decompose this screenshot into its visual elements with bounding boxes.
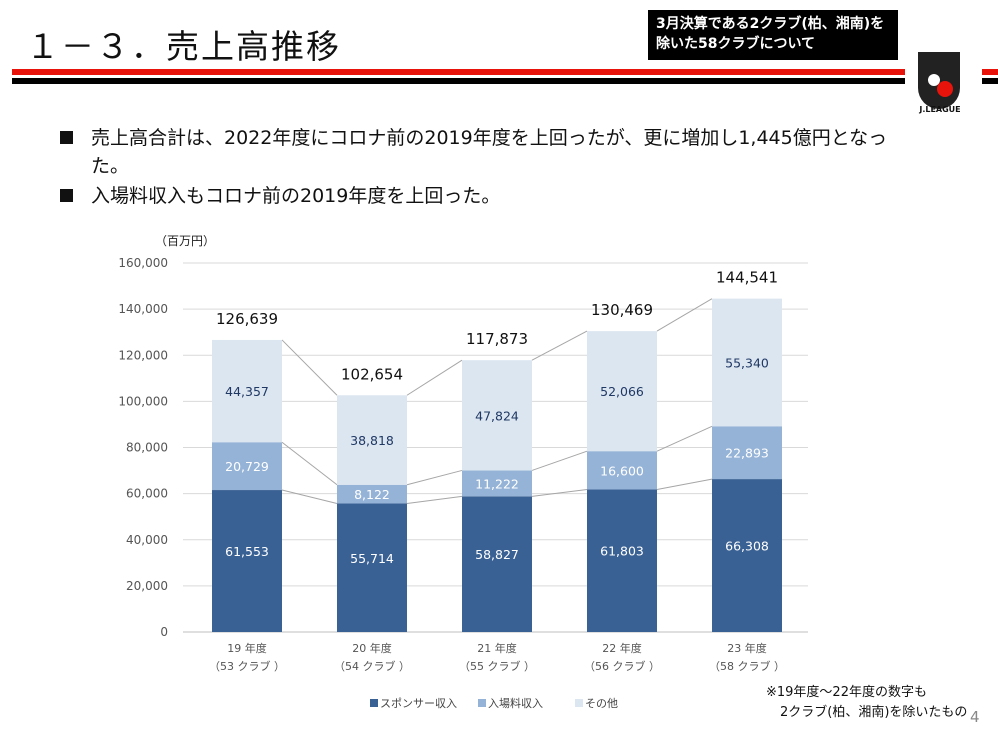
bullet-list: 売上高合計は、2022年度にコロナ前の2019年度を上回ったが、更に増加し1,4… xyxy=(60,124,911,212)
total-label: 126,639 xyxy=(216,310,278,328)
data-label: 61,553 xyxy=(225,544,269,559)
note-line: 除いた58クラブについて xyxy=(656,36,816,52)
bar-segment xyxy=(337,503,407,632)
series-line xyxy=(406,469,463,486)
y-tick-label: 60,000 xyxy=(126,487,168,501)
data-label: 38,818 xyxy=(350,433,394,448)
series-line xyxy=(281,339,338,396)
bar-segment xyxy=(712,479,782,632)
series-line xyxy=(531,450,588,471)
y-tick-label: 20,000 xyxy=(126,579,168,593)
series-line xyxy=(406,495,463,505)
x-tick-label: 20 年度 xyxy=(352,641,392,655)
data-label: 20,729 xyxy=(225,459,269,474)
bar-segment xyxy=(337,395,407,485)
scope-note: 3月決算である2クラブ(柏、湘南)を 除いた58クラブについて xyxy=(648,10,898,60)
y-tick-label: 160,000 xyxy=(118,256,168,270)
bar-segment xyxy=(712,426,782,480)
y-tick-label: 120,000 xyxy=(118,348,168,362)
legend-label: その他 xyxy=(585,697,618,710)
data-label: 22,893 xyxy=(725,446,769,461)
series-line xyxy=(281,489,338,504)
y-tick-label: 80,000 xyxy=(126,441,168,455)
svg-text:J.LEAGUE: J.LEAGUE xyxy=(918,105,960,114)
y-tick-label: 0 xyxy=(160,625,168,639)
data-label: 47,824 xyxy=(475,408,519,423)
data-label: 55,714 xyxy=(350,551,394,566)
footnote: ※19年度～22年度の数字も 2クラブ(柏、湘南)を除いたもの xyxy=(766,683,967,723)
data-label: 61,803 xyxy=(600,544,644,559)
total-label: 144,541 xyxy=(716,269,778,287)
series-line xyxy=(656,478,713,490)
red-rule xyxy=(12,69,905,75)
unit-label: （百万円） xyxy=(155,234,215,248)
series-line xyxy=(531,330,588,361)
data-label: 58,827 xyxy=(475,547,519,562)
data-label: 52,066 xyxy=(600,384,644,399)
total-label: 130,469 xyxy=(591,301,653,319)
bar-segment xyxy=(212,339,282,443)
data-label: 66,308 xyxy=(725,539,769,554)
series-line xyxy=(281,441,338,486)
bullet-item: 売上高合計は、2022年度にコロナ前の2019年度を上回ったが、更に増加し1,4… xyxy=(60,124,911,180)
legend-label: スポンサー収入 xyxy=(380,697,457,710)
legend-swatch xyxy=(478,699,486,707)
x-tick-sublabel: （56 クラブ ） xyxy=(584,659,660,673)
bar-segment xyxy=(712,298,782,427)
bar-segment xyxy=(212,490,282,632)
square-bullet-icon xyxy=(60,131,73,144)
bar-segment xyxy=(587,489,657,632)
legend-label: 入場料収入 xyxy=(488,696,543,710)
series-line xyxy=(656,298,713,332)
bullet-item: 入場料収入もコロナ前の2019年度を上回った。 xyxy=(60,182,911,210)
footnote-line: ※19年度～22年度の数字も xyxy=(766,685,927,700)
black-rule xyxy=(982,78,998,84)
total-label: 102,654 xyxy=(341,365,403,383)
bar-segment xyxy=(212,442,282,491)
square-bullet-icon xyxy=(60,189,73,202)
x-tick-sublabel: （58 クラブ ） xyxy=(709,659,785,673)
x-tick-sublabel: （53 クラブ ） xyxy=(209,659,285,673)
data-label: 8,122 xyxy=(354,487,390,502)
footnote-line: 2クラブ(柏、湘南)を除いたもの xyxy=(780,705,968,720)
page-number: 4 xyxy=(970,708,980,726)
x-tick-label: 23 年度 xyxy=(727,641,767,655)
bar-segment xyxy=(337,484,407,504)
bar-segment xyxy=(462,360,532,471)
total-label: 117,873 xyxy=(466,330,528,348)
jleague-logo: J.LEAGUE xyxy=(918,52,961,114)
x-tick-label: 21 年度 xyxy=(477,641,517,655)
legend-swatch xyxy=(575,699,583,707)
page-title: １－３．売上高推移 xyxy=(26,27,341,66)
bar-segment xyxy=(462,470,532,497)
red-rule xyxy=(982,69,998,75)
bar-segment xyxy=(462,496,532,632)
x-tick-label: 22 年度 xyxy=(602,641,642,655)
x-tick-label: 19 年度 xyxy=(227,641,267,655)
series-line xyxy=(656,425,713,452)
y-tick-label: 100,000 xyxy=(118,394,168,408)
legend-swatch xyxy=(370,699,378,707)
x-tick-sublabel: （54 クラブ ） xyxy=(334,659,410,673)
y-tick-label: 40,000 xyxy=(126,533,168,547)
data-label: 11,222 xyxy=(475,476,519,491)
black-rule xyxy=(12,78,905,84)
data-label: 44,357 xyxy=(225,384,269,399)
data-label: 55,340 xyxy=(725,355,769,370)
bar-segment xyxy=(587,451,657,490)
data-label: 16,600 xyxy=(600,463,644,478)
series-line xyxy=(406,359,463,396)
y-tick-label: 140,000 xyxy=(118,302,168,316)
x-tick-sublabel: （55 クラブ ） xyxy=(459,659,535,673)
series-line xyxy=(531,488,588,497)
note-line: 3月決算である2クラブ(柏、湘南)を xyxy=(656,16,885,32)
bar-segment xyxy=(587,331,657,452)
